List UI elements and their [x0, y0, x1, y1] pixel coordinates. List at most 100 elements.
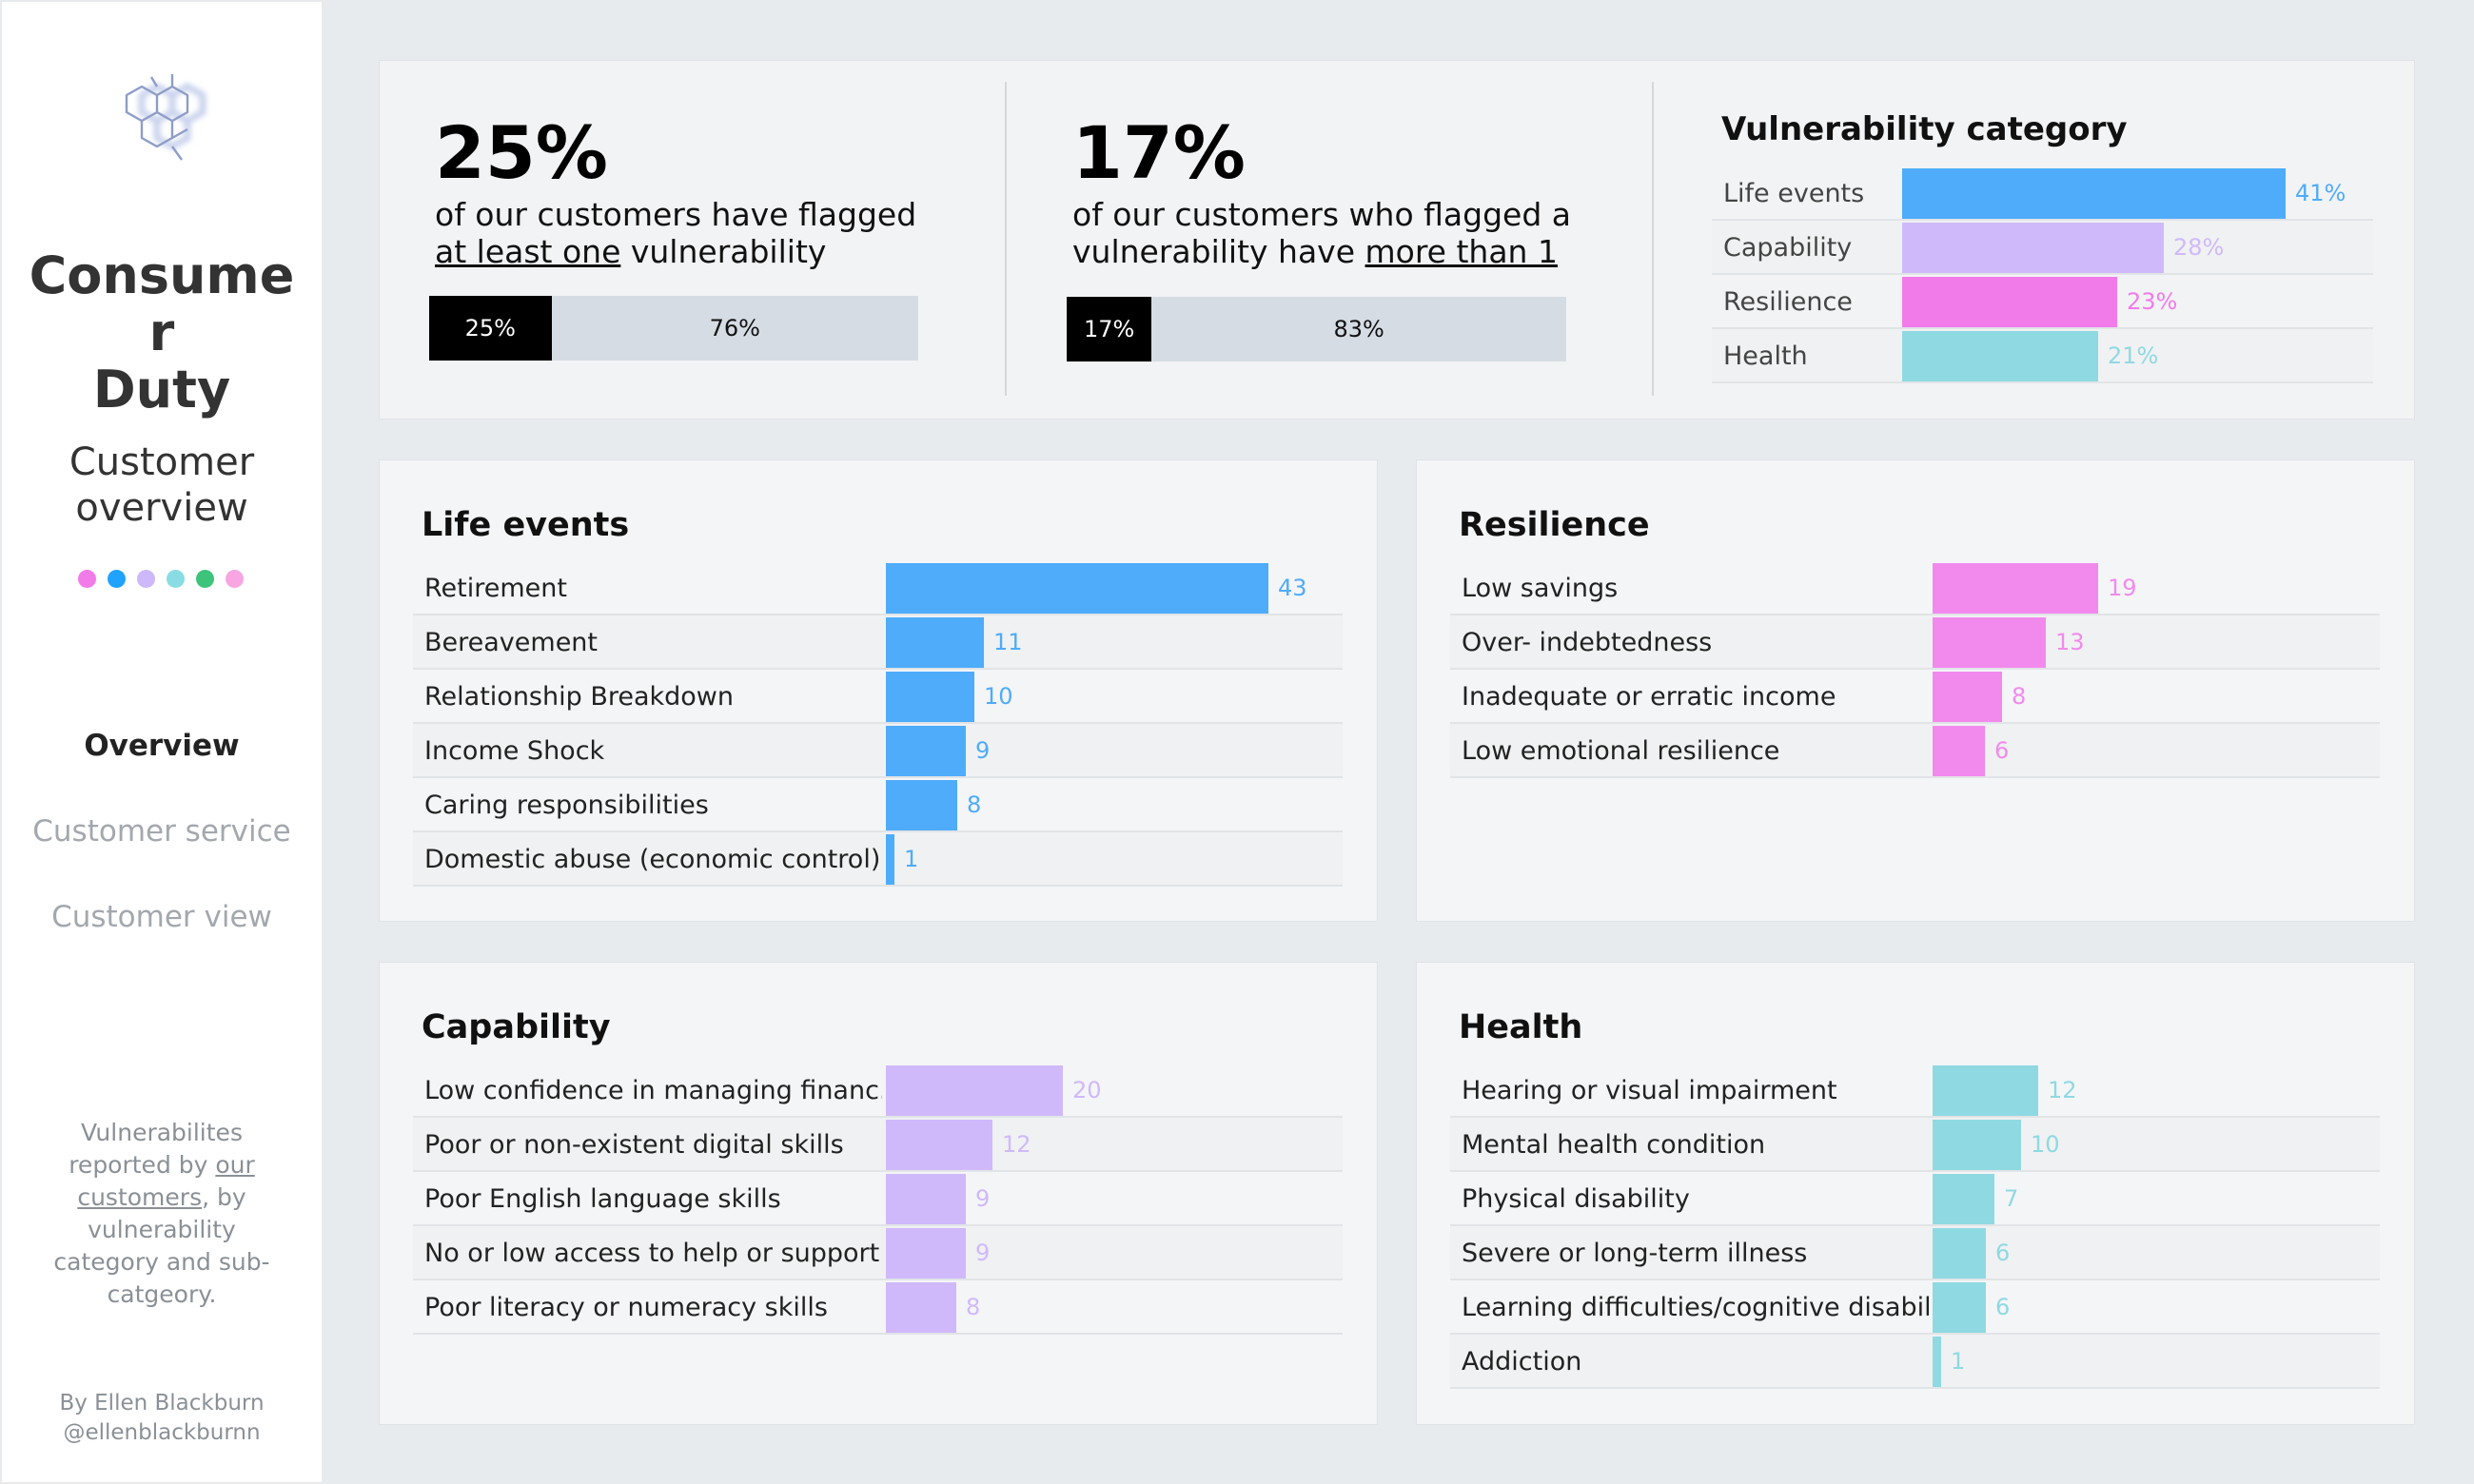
- value-label: 23%: [2127, 288, 2178, 315]
- row-label: Mental health condition: [1462, 1130, 1766, 1160]
- chart-row[interactable]: No or low access to help or support 9: [413, 1226, 1343, 1280]
- bar[interactable]: [886, 834, 894, 885]
- bar[interactable]: [1902, 168, 2286, 219]
- chart-row[interactable]: Physical disability 7: [1450, 1172, 2380, 1226]
- divider: [1005, 82, 1007, 396]
- divider: [1652, 82, 1654, 396]
- bar[interactable]: [886, 617, 984, 668]
- nav-overview[interactable]: Overview: [84, 729, 240, 763]
- credit-handle: @ellenblackburnn: [63, 1420, 261, 1445]
- chart-row[interactable]: Bereavement 11: [413, 615, 1343, 670]
- bar[interactable]: [886, 1120, 992, 1170]
- kpi-2-description: of our customers who flagged a vulnerabi…: [1072, 196, 1571, 270]
- chart-row[interactable]: Relationship Breakdown 10: [413, 670, 1343, 724]
- chart-row[interactable]: Poor literacy or numeracy skills 8: [413, 1280, 1343, 1335]
- bar[interactable]: [886, 563, 1268, 614]
- value-label: 21%: [2108, 342, 2159, 369]
- bar[interactable]: [1933, 1120, 2021, 1170]
- row-label: Relationship Breakdown: [424, 682, 735, 712]
- bar[interactable]: [1933, 672, 2002, 722]
- bar[interactable]: [886, 1282, 956, 1333]
- kpi-2-bar: 17% 83%: [1067, 297, 1566, 361]
- row-label: Bereavement: [424, 628, 598, 657]
- bar[interactable]: [886, 726, 966, 776]
- row-label: Poor literacy or numeracy skills: [424, 1293, 828, 1322]
- value-label: 6: [1995, 1240, 2011, 1266]
- bar[interactable]: [1933, 1282, 1986, 1333]
- bar[interactable]: [1933, 1065, 2038, 1116]
- bar[interactable]: [1933, 617, 2046, 668]
- chart-row[interactable]: Health 21%: [1712, 329, 2373, 383]
- row-label: Life events: [1723, 179, 1865, 208]
- bar[interactable]: [1902, 223, 2164, 273]
- kpi-2-line-1: of our customers who flagged a: [1072, 196, 1571, 233]
- value-label: 10: [2031, 1131, 2060, 1158]
- row-label: Severe or long-term illness: [1462, 1239, 1808, 1268]
- capability-title: Capability: [422, 1008, 611, 1046]
- bar[interactable]: [886, 1174, 966, 1224]
- bar[interactable]: [886, 672, 974, 722]
- chart-row[interactable]: Learning difficulties/cognitive disabil.…: [1450, 1280, 2380, 1335]
- chart-row[interactable]: Addiction 1: [1450, 1335, 2380, 1389]
- category-chart: Life events 41% Capability 28% Resilience 23%…: [1712, 166, 2373, 383]
- value-label: 28%: [2173, 234, 2225, 261]
- chart-row[interactable]: Low savings 19: [1450, 561, 2380, 615]
- chart-row[interactable]: Hearing or visual impairment 12: [1450, 1064, 2380, 1118]
- bar[interactable]: [1902, 277, 2117, 327]
- kpi-1-bar-filled: 25%: [429, 296, 552, 361]
- chart-row[interactable]: Retirement 43: [413, 561, 1343, 615]
- chart-row[interactable]: Income Shock 9: [413, 724, 1343, 778]
- chart-row[interactable]: Poor or non-existent digital skills 12: [413, 1118, 1343, 1172]
- row-label: Income Shock: [424, 736, 605, 766]
- value-label: 41%: [2295, 180, 2346, 206]
- value-label: 6: [1994, 737, 2010, 764]
- row-label: Low savings: [1462, 574, 1619, 603]
- chart-row[interactable]: Severe or long-term illness 6: [1450, 1226, 2380, 1280]
- color-dot: [167, 570, 185, 588]
- row-label: No or low access to help or support: [424, 1239, 880, 1268]
- row-label: Over- indebtedness: [1462, 628, 1713, 657]
- bar[interactable]: [886, 780, 957, 830]
- chart-row[interactable]: Inadequate or erratic income 8: [1450, 670, 2380, 724]
- bar[interactable]: [1933, 1174, 1994, 1224]
- row-label: Addiction: [1462, 1347, 1582, 1377]
- health-title: Health: [1459, 1008, 1583, 1046]
- health-panel: Health Hearing or visual impairment 12 Men…: [1416, 962, 2415, 1425]
- nav-customer-service[interactable]: Customer service: [32, 814, 291, 849]
- bar[interactable]: [1933, 563, 2098, 614]
- bar[interactable]: [1933, 726, 1985, 776]
- row-label: Capability: [1723, 233, 1853, 263]
- resilience-chart: Low savings 19 Over- indebtedness 13 Inadequ…: [1450, 561, 2380, 778]
- kpi-2-value: 17%: [1072, 110, 1246, 195]
- bar[interactable]: [1933, 1337, 1941, 1387]
- chart-row[interactable]: Life events 41%: [1712, 166, 2373, 221]
- chart-row[interactable]: Low confidence in managing financ.. 20: [413, 1064, 1343, 1118]
- bar[interactable]: [1933, 1228, 1986, 1279]
- color-dot: [137, 570, 155, 588]
- bar[interactable]: [886, 1228, 966, 1279]
- chart-row[interactable]: Resilience 23%: [1712, 275, 2373, 329]
- chart-row[interactable]: Capability 28%: [1712, 221, 2373, 275]
- value-label: 43: [1278, 575, 1307, 601]
- category-title: Vulnerability category: [1721, 110, 2128, 148]
- chart-row[interactable]: Mental health condition 10: [1450, 1118, 2380, 1172]
- row-label: Resilience: [1723, 287, 1853, 317]
- chart-row[interactable]: Domestic abuse (economic control) 1: [413, 832, 1343, 887]
- color-dot: [78, 570, 96, 588]
- chart-row[interactable]: Over- indebtedness 13: [1450, 615, 2380, 670]
- app-subtitle: Customer overview: [2, 439, 322, 531]
- bar[interactable]: [886, 1065, 1063, 1116]
- nav-customer-view[interactable]: Customer view: [51, 900, 272, 934]
- life-events-chart: Retirement 43 Bereavement 11 Relationship Br…: [413, 561, 1343, 887]
- chart-row[interactable]: Poor English language skills 9: [413, 1172, 1343, 1226]
- app-subtitle-line-2: overview: [75, 486, 248, 530]
- sidebar-note-link[interactable]: our customers: [77, 1151, 255, 1211]
- color-dot: [196, 570, 214, 588]
- value-label: 9: [975, 737, 991, 764]
- kpi-1-line-2: at least one vulnerability: [435, 233, 916, 270]
- chart-row[interactable]: Low emotional resilience 6: [1450, 724, 2380, 778]
- bar[interactable]: [1902, 331, 2098, 381]
- chart-row[interactable]: Caring responsibilities 8: [413, 778, 1343, 832]
- color-dots: [78, 570, 249, 593]
- value-label: 6: [1995, 1294, 2011, 1320]
